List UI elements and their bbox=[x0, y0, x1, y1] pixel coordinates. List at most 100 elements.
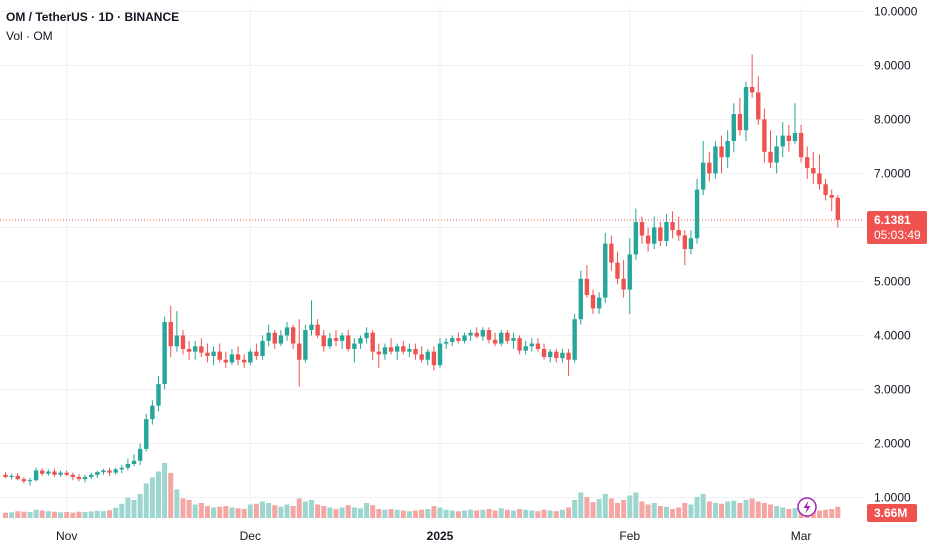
candle-body[interactable] bbox=[248, 351, 253, 363]
candle-body[interactable] bbox=[21, 479, 27, 482]
candle-body[interactable] bbox=[694, 189, 700, 239]
candle-body[interactable] bbox=[33, 470, 39, 481]
volume-badge[interactable]: 3.66M bbox=[867, 504, 917, 522]
candle-body[interactable] bbox=[584, 278, 590, 295]
candle-body[interactable] bbox=[321, 335, 326, 347]
candle-body[interactable] bbox=[517, 338, 522, 351]
candle-body[interactable] bbox=[394, 346, 400, 352]
candle-body[interactable] bbox=[272, 332, 277, 344]
candle-body[interactable] bbox=[131, 460, 137, 464]
candle-body[interactable] bbox=[266, 332, 271, 341]
candle-body[interactable] bbox=[780, 135, 785, 147]
candle-body[interactable] bbox=[370, 332, 375, 352]
candle-body[interactable] bbox=[688, 238, 694, 250]
candle-body[interactable] bbox=[52, 471, 57, 475]
candle-body[interactable] bbox=[125, 463, 131, 468]
candle-body[interactable] bbox=[480, 330, 486, 337]
candle-body[interactable] bbox=[474, 332, 479, 337]
candle-body[interactable] bbox=[756, 92, 761, 120]
candle-body[interactable] bbox=[76, 476, 82, 480]
candle-body[interactable] bbox=[713, 146, 718, 174]
candle-body[interactable] bbox=[645, 235, 651, 244]
candle-body[interactable] bbox=[113, 469, 118, 473]
candle-body[interactable] bbox=[731, 114, 736, 142]
candle-body[interactable] bbox=[529, 343, 535, 347]
candle-body[interactable] bbox=[211, 351, 216, 356]
candle-body[interactable] bbox=[554, 351, 559, 359]
candle-body[interactable] bbox=[199, 346, 204, 353]
candle-body[interactable] bbox=[9, 475, 14, 477]
candle-body[interactable] bbox=[3, 474, 8, 477]
candle-body[interactable] bbox=[260, 340, 265, 356]
candle-body[interactable] bbox=[774, 146, 779, 163]
candle-body[interactable] bbox=[364, 332, 369, 339]
candle-body[interactable] bbox=[700, 162, 706, 190]
candle-body[interactable] bbox=[431, 351, 437, 366]
candle-body[interactable] bbox=[443, 341, 449, 344]
candle-body[interactable] bbox=[223, 359, 229, 363]
candle-body[interactable] bbox=[578, 278, 583, 320]
candle-body[interactable] bbox=[137, 448, 143, 461]
candle-body[interactable] bbox=[560, 352, 565, 359]
candle-body[interactable] bbox=[609, 243, 614, 263]
candle-body[interactable] bbox=[46, 471, 51, 474]
candle-body[interactable] bbox=[811, 168, 816, 174]
candle-body[interactable] bbox=[707, 162, 712, 174]
candle-body[interactable] bbox=[119, 467, 124, 470]
last-price-badge[interactable]: 6.1381 05:03:49 bbox=[867, 210, 927, 244]
candle-body[interactable] bbox=[535, 343, 541, 349]
candle-body[interactable] bbox=[492, 339, 498, 344]
candle-body[interactable] bbox=[388, 347, 394, 352]
candle-body[interactable] bbox=[676, 230, 681, 236]
candle-body[interactable] bbox=[156, 384, 161, 406]
candle-body[interactable] bbox=[725, 141, 730, 158]
candle-body[interactable] bbox=[572, 319, 577, 360]
candle-body[interactable] bbox=[278, 335, 284, 344]
candle-body[interactable] bbox=[303, 330, 308, 360]
candle-body[interactable] bbox=[547, 351, 553, 358]
candle-body[interactable] bbox=[817, 173, 822, 185]
candle-body[interactable] bbox=[107, 470, 112, 473]
candle-body[interactable] bbox=[768, 151, 773, 163]
candle-body[interactable] bbox=[743, 87, 749, 131]
candle-body[interactable] bbox=[229, 354, 235, 363]
candle-body[interactable] bbox=[309, 324, 314, 331]
candle-body[interactable] bbox=[352, 343, 357, 349]
candle-body[interactable] bbox=[419, 354, 424, 360]
candle-body[interactable] bbox=[468, 332, 473, 336]
candle-body[interactable] bbox=[829, 195, 834, 198]
candle-body[interactable] bbox=[401, 346, 406, 352]
candle-body[interactable] bbox=[835, 197, 841, 220]
candle-body[interactable] bbox=[749, 87, 755, 93]
candle-body[interactable] bbox=[511, 338, 516, 341]
candle-body[interactable] bbox=[566, 352, 571, 360]
candle-body[interactable] bbox=[382, 347, 388, 355]
candle-body[interactable] bbox=[682, 235, 688, 250]
candle-body[interactable] bbox=[658, 227, 663, 241]
candle-body[interactable] bbox=[456, 338, 461, 341]
candle-body[interactable] bbox=[541, 348, 547, 358]
candle-body[interactable] bbox=[333, 338, 339, 341]
candle-body[interactable] bbox=[235, 354, 241, 360]
candle-body[interactable] bbox=[413, 348, 418, 355]
lightning-bolt-icon[interactable] bbox=[797, 497, 817, 517]
candle-body[interactable] bbox=[425, 351, 430, 360]
candle-body[interactable] bbox=[95, 472, 100, 475]
chart-symbol-title[interactable]: OM / TetherUS · 1D · BINANCE bbox=[6, 10, 180, 24]
candle-body[interactable] bbox=[180, 335, 186, 349]
candle-body[interactable] bbox=[664, 222, 669, 241]
candle-body[interactable] bbox=[144, 419, 149, 449]
candle-body[interactable] bbox=[82, 476, 88, 480]
candle-body[interactable] bbox=[633, 222, 639, 255]
candle-body[interactable] bbox=[40, 470, 45, 474]
candle-body[interactable] bbox=[315, 324, 320, 336]
candle-body[interactable] bbox=[70, 474, 76, 477]
candle-body[interactable] bbox=[150, 405, 155, 420]
candle-body[interactable] bbox=[486, 330, 492, 340]
candle-body[interactable] bbox=[652, 227, 657, 244]
candle-body[interactable] bbox=[505, 332, 510, 341]
candle-body[interactable] bbox=[27, 480, 33, 482]
candle-body[interactable] bbox=[376, 351, 382, 355]
candle-body[interactable] bbox=[64, 472, 69, 475]
